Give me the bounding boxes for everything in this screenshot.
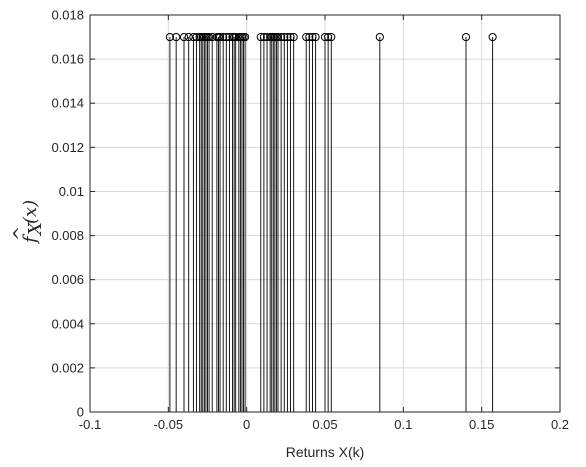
y-tick-label: 0.018: [51, 8, 84, 23]
y-axis-title-argument: (x): [20, 200, 41, 224]
stem-marker: [222, 32, 231, 42]
stem-marker: [225, 32, 234, 42]
stem-marker: [273, 32, 283, 42]
y-tick-label: 0.016: [51, 52, 84, 67]
stem-marker: [283, 32, 292, 42]
stem-marker: [277, 32, 286, 42]
stem-marker: [311, 32, 320, 42]
stem-marker: [461, 32, 471, 42]
stem-marker: [375, 32, 384, 42]
axis-ticks: -0.1 -0.05 0 0.05 0.1 0.15 0.2 0 0.002 0.004 0.006…: [51, 8, 569, 433]
y-tick-label: 0: [77, 405, 84, 420]
y-tick-label: 0.006: [51, 272, 84, 287]
stem-marker: [308, 32, 317, 42]
stem-marker: [208, 32, 217, 42]
stem-marker: [320, 32, 330, 42]
stem-marker: [302, 32, 311, 42]
x-tick-label: 0: [243, 417, 250, 432]
stem-marker: [289, 32, 298, 42]
stem-marker: [172, 32, 181, 42]
stem-marker: [219, 32, 228, 42]
x-tick-label: 0.1: [394, 417, 412, 432]
stem-marker: [165, 32, 174, 42]
x-tick-label: 0.15: [469, 417, 494, 432]
y-tick-label: 0.012: [51, 140, 84, 155]
x-tick-label: -0.05: [154, 417, 184, 432]
x-tick-label: -0.1: [79, 417, 101, 432]
x-tick-label: 0.2: [551, 417, 569, 432]
stem-marker: [192, 32, 201, 42]
stem-marker: [179, 32, 189, 42]
stem-marker: [262, 32, 272, 42]
y-axis-title-hat: ^: [10, 226, 31, 241]
stem-marker: [286, 32, 295, 42]
stem-marker: [204, 32, 214, 42]
y-axis-title: ^ f X (x): [10, 200, 46, 245]
y-tick-label: 0.008: [51, 228, 84, 243]
stem-marker: [259, 32, 268, 42]
y-tick-label: 0.002: [51, 360, 84, 375]
stem-marker: [241, 32, 250, 42]
stem-marker: [327, 32, 336, 42]
stem-marker: [184, 32, 193, 42]
x-tick-label: 0.05: [312, 417, 337, 432]
y-tick-label: 0.004: [51, 316, 84, 331]
stem-marker: [215, 32, 225, 42]
stem-marker: [280, 32, 289, 42]
stem-marker: [189, 32, 198, 42]
y-axis-title-subscript: X: [25, 221, 46, 237]
x-axis-title: Returns X(k): [286, 444, 365, 460]
y-tick-label: 0.01: [59, 184, 84, 199]
stem-marker: [256, 32, 265, 42]
stem-marker: [231, 32, 240, 42]
y-tick-label: 0.014: [51, 96, 84, 111]
stem-marker: [488, 32, 497, 42]
stem-marker: [324, 32, 333, 42]
stem-marker: [305, 32, 314, 42]
data-stems: [165, 32, 497, 412]
